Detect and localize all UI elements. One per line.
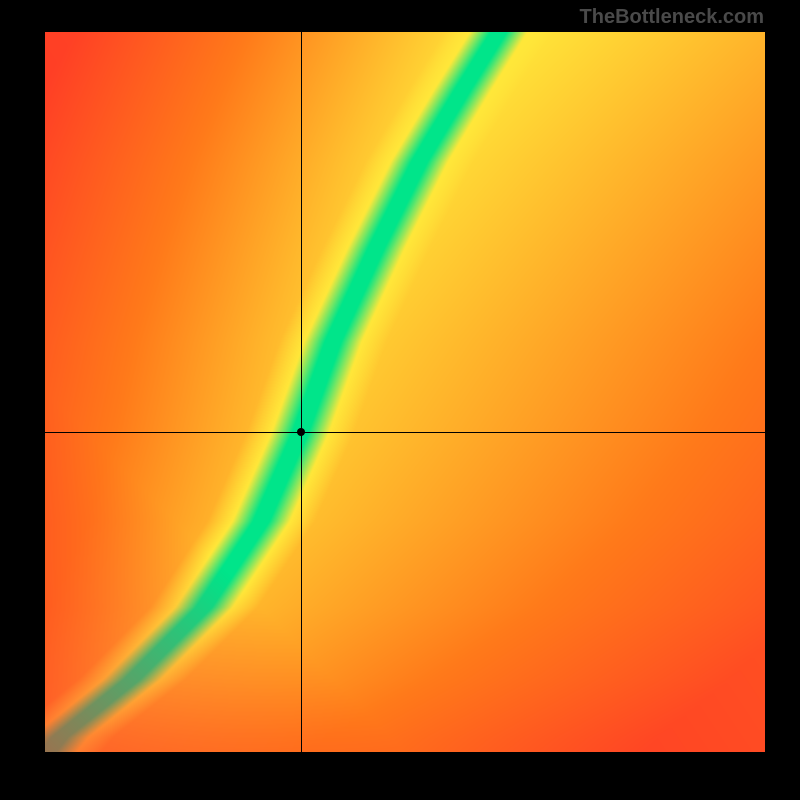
crosshair-vertical <box>301 32 302 752</box>
crosshair-horizontal <box>45 432 765 433</box>
heatmap-canvas <box>45 32 765 752</box>
watermark-text: TheBottleneck.com <box>580 6 764 29</box>
crosshair-marker <box>297 428 305 436</box>
chart-plot-area <box>45 32 765 752</box>
